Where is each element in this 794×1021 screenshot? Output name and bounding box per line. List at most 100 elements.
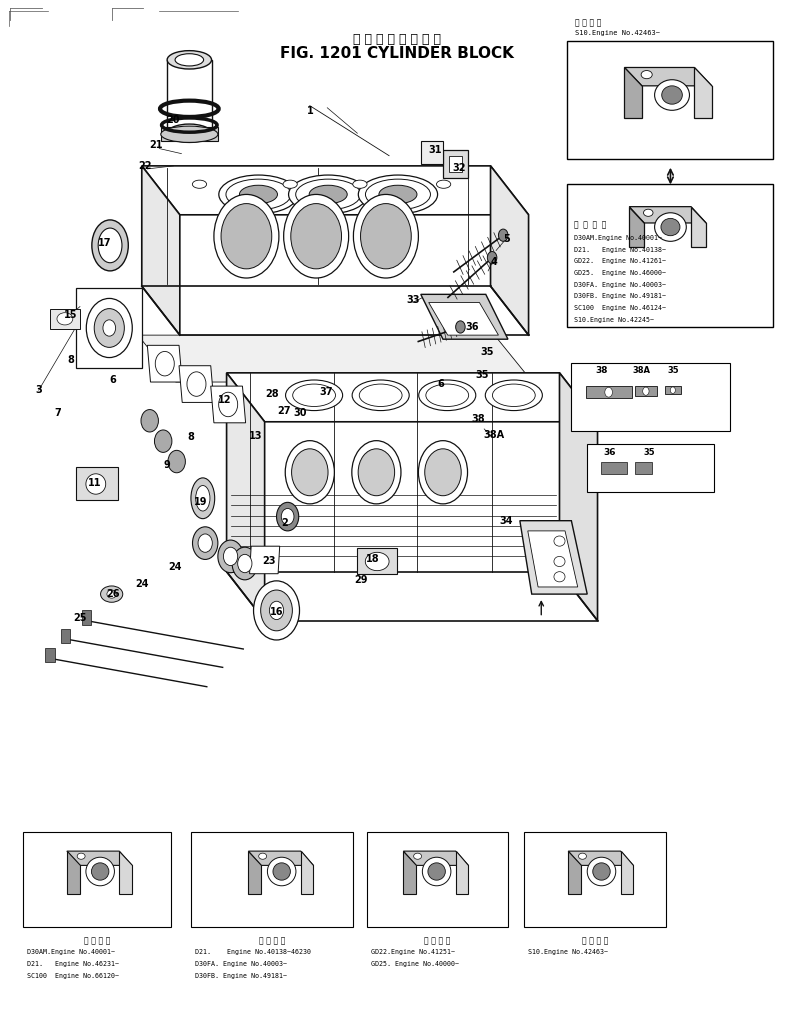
Ellipse shape	[223, 547, 237, 566]
Ellipse shape	[101, 586, 123, 602]
Polygon shape	[624, 67, 711, 86]
Polygon shape	[456, 852, 468, 894]
Polygon shape	[624, 67, 642, 118]
Bar	[572, 362, 730, 431]
Ellipse shape	[352, 441, 401, 504]
Polygon shape	[634, 386, 657, 396]
Ellipse shape	[253, 581, 299, 640]
Ellipse shape	[654, 80, 689, 110]
Ellipse shape	[353, 180, 367, 188]
Ellipse shape	[418, 380, 476, 410]
Text: 38: 38	[471, 414, 484, 424]
Ellipse shape	[283, 194, 349, 278]
Ellipse shape	[268, 858, 296, 886]
Ellipse shape	[168, 51, 211, 69]
Polygon shape	[621, 852, 633, 894]
Text: 24: 24	[135, 579, 148, 589]
Ellipse shape	[670, 387, 676, 393]
Text: 適 用 号 機: 適 用 号 機	[259, 936, 285, 945]
Ellipse shape	[456, 321, 465, 333]
Text: 22: 22	[138, 161, 152, 171]
Polygon shape	[429, 302, 499, 335]
Polygon shape	[449, 155, 462, 172]
Bar	[568, 184, 773, 327]
Ellipse shape	[309, 185, 347, 203]
Text: 6: 6	[437, 379, 444, 389]
Polygon shape	[520, 521, 588, 594]
Ellipse shape	[358, 449, 395, 496]
Ellipse shape	[94, 308, 125, 347]
Text: 37: 37	[319, 387, 333, 397]
Text: 35: 35	[480, 347, 494, 357]
Ellipse shape	[579, 854, 587, 860]
Ellipse shape	[103, 320, 116, 336]
Polygon shape	[665, 386, 680, 394]
Text: 2: 2	[281, 518, 287, 528]
Text: 7: 7	[54, 407, 61, 418]
Ellipse shape	[428, 863, 445, 880]
Polygon shape	[50, 308, 80, 329]
Text: 30: 30	[294, 407, 307, 418]
Text: 1: 1	[306, 106, 313, 115]
Ellipse shape	[661, 218, 680, 236]
Text: GD25.  Engine No.46000~: GD25. Engine No.46000~	[574, 270, 665, 276]
Text: 8: 8	[67, 354, 74, 364]
Polygon shape	[249, 852, 314, 866]
Polygon shape	[443, 149, 468, 178]
Polygon shape	[45, 648, 55, 663]
Polygon shape	[560, 373, 598, 621]
Ellipse shape	[291, 449, 328, 496]
Ellipse shape	[221, 203, 272, 269]
Text: 38: 38	[596, 367, 607, 376]
Ellipse shape	[353, 194, 418, 278]
Ellipse shape	[92, 220, 129, 271]
Text: D30FB. Engine No.49181~: D30FB. Engine No.49181~	[574, 293, 665, 299]
Ellipse shape	[191, 478, 214, 519]
Polygon shape	[76, 288, 142, 368]
Text: 23: 23	[262, 556, 276, 567]
Ellipse shape	[161, 127, 218, 142]
Text: 26: 26	[106, 589, 120, 599]
Polygon shape	[249, 546, 279, 574]
Polygon shape	[148, 345, 182, 382]
Ellipse shape	[554, 556, 565, 567]
Text: 13: 13	[249, 431, 263, 441]
Text: 32: 32	[452, 163, 465, 173]
Text: 24: 24	[168, 562, 182, 572]
Ellipse shape	[156, 351, 174, 376]
Text: 36: 36	[465, 322, 479, 332]
Polygon shape	[629, 206, 706, 223]
Ellipse shape	[187, 372, 206, 396]
Polygon shape	[586, 386, 631, 398]
Ellipse shape	[77, 854, 85, 860]
Ellipse shape	[168, 450, 185, 473]
Text: 5: 5	[503, 234, 510, 244]
Text: 9: 9	[164, 459, 171, 470]
Ellipse shape	[273, 863, 291, 880]
Text: 適 用 号 機: 適 用 号 機	[424, 936, 451, 945]
Polygon shape	[403, 852, 468, 866]
Text: 34: 34	[499, 516, 513, 526]
Ellipse shape	[218, 392, 237, 417]
Ellipse shape	[554, 536, 565, 546]
Ellipse shape	[86, 858, 114, 886]
Ellipse shape	[288, 175, 368, 213]
Polygon shape	[421, 294, 508, 339]
Polygon shape	[602, 463, 626, 475]
Polygon shape	[138, 335, 533, 382]
Ellipse shape	[259, 854, 267, 860]
Ellipse shape	[283, 180, 297, 188]
Polygon shape	[226, 373, 264, 621]
Text: 35: 35	[667, 367, 679, 376]
Text: 31: 31	[428, 145, 441, 154]
Polygon shape	[569, 852, 633, 866]
Ellipse shape	[219, 175, 298, 213]
Text: 36: 36	[603, 448, 615, 456]
Ellipse shape	[98, 228, 122, 262]
Text: 28: 28	[265, 389, 279, 399]
Ellipse shape	[57, 312, 73, 325]
Text: D21.    Engine No.40138~46230: D21. Engine No.40138~46230	[195, 949, 311, 955]
Ellipse shape	[642, 387, 649, 395]
Text: GD22.  Engine No.41261~: GD22. Engine No.41261~	[574, 258, 665, 264]
Text: SC100  Engine No.66120~: SC100 Engine No.66120~	[27, 973, 119, 979]
